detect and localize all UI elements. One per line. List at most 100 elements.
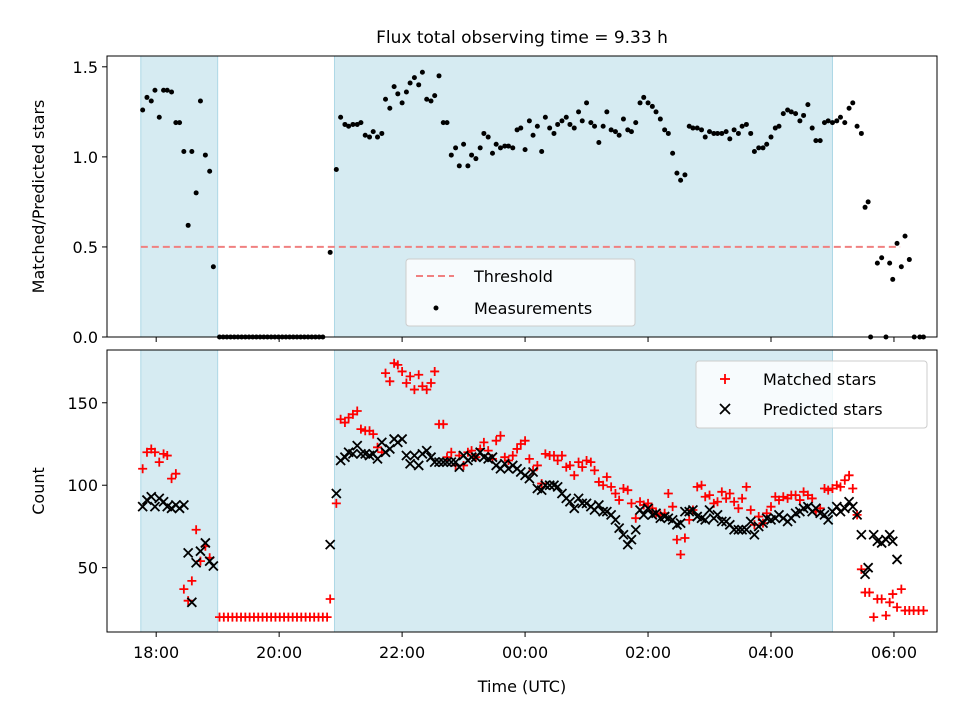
data-point bbox=[733, 503, 743, 513]
data-point bbox=[144, 94, 150, 100]
data-point bbox=[614, 495, 624, 505]
data-point bbox=[626, 534, 637, 545]
data-point bbox=[879, 255, 885, 261]
data-point bbox=[375, 134, 381, 140]
data-point bbox=[723, 129, 729, 135]
data-point bbox=[772, 125, 778, 131]
data-point bbox=[404, 458, 416, 469]
data-point bbox=[637, 100, 643, 106]
data-point bbox=[602, 472, 612, 482]
data-point bbox=[835, 482, 845, 492]
data-point bbox=[884, 529, 895, 540]
data-point bbox=[645, 100, 651, 106]
data-point bbox=[397, 366, 407, 376]
data-point bbox=[610, 514, 621, 525]
data-point bbox=[898, 264, 904, 270]
data-point bbox=[569, 503, 580, 514]
data-point bbox=[657, 116, 663, 122]
data-point bbox=[520, 436, 530, 446]
data-point bbox=[453, 145, 459, 151]
y-tick-label: 0.5 bbox=[73, 238, 98, 257]
data-point bbox=[544, 480, 555, 491]
data-point bbox=[522, 147, 528, 153]
data-point bbox=[676, 549, 686, 559]
data-point bbox=[869, 612, 879, 622]
data-point bbox=[401, 450, 412, 461]
data-point bbox=[542, 114, 548, 120]
data-point bbox=[588, 120, 594, 126]
data-point bbox=[846, 105, 852, 111]
data-point bbox=[891, 554, 903, 565]
data-point bbox=[684, 515, 694, 525]
data-point bbox=[567, 121, 573, 127]
data-point bbox=[760, 145, 766, 151]
data-point bbox=[707, 129, 713, 135]
data-point bbox=[764, 141, 770, 147]
data-point bbox=[785, 107, 791, 113]
shaded-interval-0 bbox=[140, 55, 219, 338]
counts-legend-box bbox=[695, 360, 928, 429]
data-point bbox=[557, 451, 567, 461]
data-point bbox=[416, 82, 422, 88]
data-point bbox=[367, 134, 373, 140]
data-point bbox=[178, 499, 189, 511]
data-point bbox=[776, 123, 782, 129]
data-point bbox=[847, 501, 858, 512]
data-point bbox=[862, 204, 868, 210]
data-point bbox=[850, 100, 856, 106]
data-point bbox=[700, 492, 710, 502]
data-point bbox=[340, 418, 350, 428]
y-tick-label: 1.0 bbox=[73, 148, 98, 167]
data-point bbox=[446, 447, 456, 457]
data-point bbox=[424, 96, 430, 102]
data-point bbox=[552, 481, 563, 493]
data-point bbox=[540, 480, 551, 491]
data-point bbox=[586, 457, 596, 467]
data-point bbox=[854, 123, 860, 129]
data-point bbox=[526, 118, 532, 124]
data-point bbox=[579, 118, 585, 124]
data-point bbox=[643, 498, 653, 508]
data-point bbox=[665, 130, 671, 136]
data-point bbox=[702, 134, 708, 140]
data-point bbox=[842, 120, 848, 126]
data-point bbox=[600, 123, 606, 129]
data-point bbox=[524, 454, 534, 464]
data-point bbox=[540, 449, 550, 459]
data-point bbox=[152, 87, 158, 93]
data-point bbox=[712, 509, 723, 521]
data-point bbox=[745, 516, 756, 527]
series-predicted-stars bbox=[137, 433, 903, 608]
data-point bbox=[148, 98, 154, 104]
data-point bbox=[479, 437, 489, 447]
data-point bbox=[432, 93, 438, 99]
data-point bbox=[628, 129, 634, 135]
data-point bbox=[430, 366, 440, 376]
y-axis-label: Matched/Predicted stars bbox=[29, 100, 48, 294]
data-point bbox=[863, 562, 874, 573]
data-point bbox=[487, 452, 498, 463]
data-point bbox=[510, 145, 516, 151]
data-point bbox=[383, 96, 389, 102]
data-point bbox=[756, 145, 762, 151]
data-point bbox=[612, 129, 618, 135]
data-point bbox=[829, 120, 835, 126]
data-point bbox=[902, 233, 908, 239]
data-point bbox=[592, 123, 598, 129]
data-point bbox=[393, 360, 403, 370]
data-point bbox=[387, 105, 393, 111]
data-point bbox=[749, 529, 760, 540]
data-point bbox=[539, 148, 545, 154]
data-point bbox=[778, 492, 788, 502]
x-tick-label: 20:00 bbox=[256, 643, 302, 662]
data-point bbox=[906, 257, 912, 263]
data-point bbox=[429, 457, 440, 468]
data-point bbox=[736, 524, 748, 535]
data-point bbox=[202, 152, 208, 158]
data-point bbox=[403, 89, 409, 95]
data-point bbox=[823, 514, 834, 525]
data-point bbox=[186, 597, 197, 608]
data-point bbox=[670, 150, 676, 156]
data-point bbox=[164, 87, 170, 93]
data-point bbox=[694, 125, 700, 131]
